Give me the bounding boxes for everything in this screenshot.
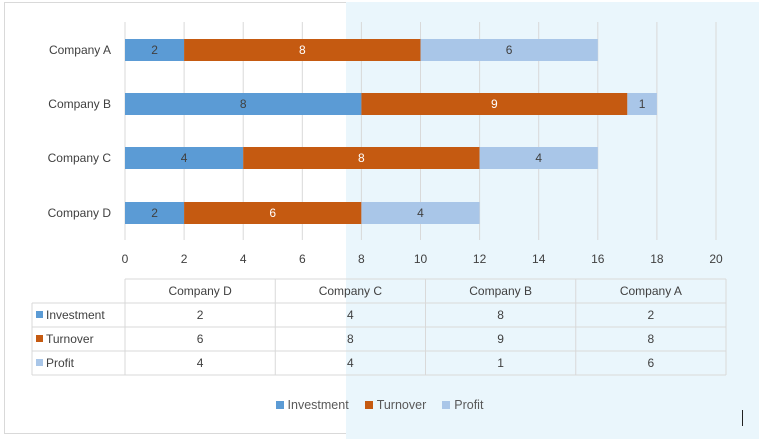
table-cell: 4 [197, 356, 204, 370]
legend-swatch [275, 401, 284, 409]
category-label: Company C [48, 151, 112, 165]
x-tick-label: 10 [414, 252, 428, 266]
data-label-company-c-profit: 4 [535, 151, 542, 165]
data-label-company-b-investment: 8 [240, 97, 247, 111]
legend-label: Profit [454, 398, 484, 412]
x-tick-label: 14 [532, 252, 546, 266]
x-tick-label: 4 [240, 252, 247, 266]
table-cell: 2 [197, 308, 204, 322]
table-cell: 6 [648, 356, 655, 370]
x-tick-label: 20 [709, 252, 723, 266]
category-label: Company D [48, 206, 112, 220]
category-label: Company B [48, 97, 111, 111]
bar-company-c-profit [479, 147, 598, 169]
x-tick-label: 12 [473, 252, 487, 266]
bar-company-c-investment [125, 147, 244, 169]
table-row-label: Profit [46, 356, 75, 370]
data-table: Company D Company C Company B Company A Inve… [31, 278, 727, 376]
legend: Investment Turnover Profit [0, 396, 759, 414]
data-label-company-a-profit: 6 [506, 43, 513, 57]
table-cell: 4 [347, 308, 354, 322]
legend-label: Turnover [376, 398, 427, 412]
data-label-company-b-profit: 1 [639, 97, 646, 111]
legend-item-profit: Profit [442, 396, 483, 414]
table-cell: 1 [497, 356, 504, 370]
bar-company-b-profit [627, 93, 657, 115]
table-cell: 6 [197, 332, 204, 346]
table-row-swatch [36, 335, 43, 342]
x-tick-label: 0 [122, 252, 129, 266]
data-label-company-a-turnover: 8 [299, 43, 306, 57]
table-cell: 2 [648, 308, 655, 322]
bar-company-a-profit [420, 39, 598, 61]
bar-company-b-turnover [361, 93, 628, 115]
legend-swatch [442, 401, 451, 409]
bar-company-d-profit [361, 202, 480, 224]
bars-layer: 2 8 6 8 9 1 4 8 4 2 6 4 [125, 39, 657, 224]
table-header: Company A [620, 284, 682, 298]
category-label: Company A [49, 43, 111, 57]
table-row-swatch [36, 359, 43, 366]
table-cell: 9 [497, 332, 504, 346]
text-cursor [742, 410, 743, 426]
table-row-label: Investment [46, 308, 105, 322]
x-tick-label: 18 [650, 252, 664, 266]
table-cell: 8 [497, 308, 504, 322]
legend-swatch [364, 401, 373, 409]
x-tick-label: 6 [299, 252, 306, 266]
bar-company-b-investment [125, 93, 362, 115]
table-header: Company C [319, 284, 383, 298]
data-label-company-d-turnover: 6 [269, 206, 276, 220]
table-header: Company B [469, 284, 532, 298]
data-label-company-d-investment: 2 [151, 206, 158, 220]
table-cell: 8 [648, 332, 655, 346]
data-label-company-d-profit: 4 [417, 206, 424, 220]
table-cell: 8 [347, 332, 354, 346]
bar-company-a-investment [125, 39, 185, 61]
legend-item-turnover: Turnover [364, 396, 427, 414]
x-tick-label: 2 [181, 252, 188, 266]
data-label-company-c-investment: 4 [181, 151, 188, 165]
table-header: Company D [168, 284, 232, 298]
bar-company-d-turnover [184, 202, 362, 224]
bar-company-d-investment [125, 202, 185, 224]
legend-label: Investment [287, 398, 349, 412]
x-tick-labels: 0 2 4 6 8 10 12 14 16 18 20 [122, 252, 723, 266]
data-label-company-b-turnover: 9 [491, 97, 498, 111]
legend-item-investment: Investment [275, 396, 349, 414]
table-row-label: Turnover [46, 332, 94, 346]
data-label-company-a-investment: 2 [151, 43, 158, 57]
bar-company-c-turnover [243, 147, 480, 169]
table-row-swatch [36, 311, 43, 318]
table-cell: 4 [347, 356, 354, 370]
data-label-company-c-turnover: 8 [358, 151, 365, 165]
x-tick-label: 16 [591, 252, 605, 266]
category-labels: Company A Company B Company C Company D [48, 43, 112, 220]
x-tick-label: 8 [358, 252, 365, 266]
bar-company-a-turnover [184, 39, 421, 61]
